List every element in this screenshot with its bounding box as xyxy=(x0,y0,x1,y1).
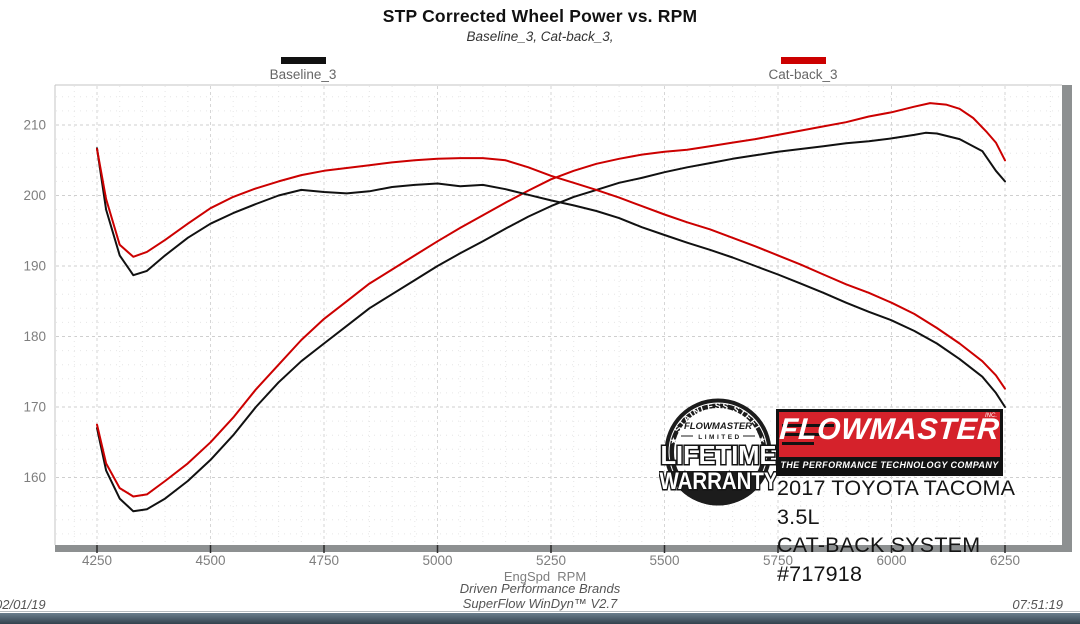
chart-subtitle: Baseline_3, Cat-back_3, xyxy=(466,29,614,44)
warranty-badge: ★ STAINLESS STEEL ★ FLOWMASTER LIMITED L… xyxy=(659,398,779,506)
plot-border-right-bar xyxy=(1062,85,1072,552)
footer-hairline xyxy=(0,611,1080,612)
footer-brand-line: Driven Performance Brands xyxy=(459,581,621,596)
series-line-cat-back_3-falling-upper xyxy=(96,148,1006,390)
logo-tagline: THE PERFORMANCE TECHNOLOGY COMPANY xyxy=(779,457,1000,473)
vehicle-line-1: 2017 TOYOTA TACOMA 3.5L xyxy=(777,476,1015,529)
footer-time: 07:51:19 xyxy=(1012,597,1063,612)
badge-limited-text: LIMITED xyxy=(698,434,742,441)
y-tick-label: 190 xyxy=(23,259,46,274)
flowmaster-logo: INC. FLOWMASTER THE PERFORMANCE TECHNOLO… xyxy=(776,409,1003,476)
legend-item-baseline: Baseline_3 xyxy=(258,57,348,82)
y-tick-label: 180 xyxy=(23,329,46,344)
vehicle-line-2: CAT-BACK SYSTEM #717918 xyxy=(777,533,981,586)
x-tick-label: 4250 xyxy=(82,553,112,568)
y-tick-label: 160 xyxy=(23,470,46,485)
badge-warranty-text: WARRANTY xyxy=(660,468,778,495)
x-axis-label: EngSpd RPM xyxy=(503,569,587,584)
y-tick-label: 200 xyxy=(23,188,46,203)
chart-title: STP Corrected Wheel Power vs. RPM xyxy=(382,6,698,26)
legend-swatch-baseline xyxy=(280,57,326,64)
x-axis-bar xyxy=(55,545,1072,552)
x-tick-label: 5250 xyxy=(536,553,566,568)
logo-speed-stripe xyxy=(782,424,834,427)
x-tick-label: 5750 xyxy=(763,553,793,568)
legend-item-catback: Cat-back_3 xyxy=(758,57,848,82)
legend-swatch-catback xyxy=(780,57,826,64)
x-tick-label: 5000 xyxy=(422,553,452,568)
footer-date: 02/01/19 xyxy=(0,597,46,612)
footer-bar xyxy=(0,613,1080,624)
badge-lifetime-text: LIFETIME xyxy=(661,440,777,470)
logo-brand-text: FLOWMASTER xyxy=(778,413,1001,446)
badge-flowmaster-text: FLOWMASTER xyxy=(684,421,752,432)
legend-label-catback: Cat-back_3 xyxy=(768,67,838,82)
x-tick-label: 4500 xyxy=(195,553,225,568)
vehicle-info: 2017 TOYOTA TACOMA 3.5L CAT-BACK SYSTEM … xyxy=(777,474,1027,588)
logo-inc-text: INC. xyxy=(985,413,997,419)
x-tick-label: 5500 xyxy=(649,553,679,568)
series-line-baseline_3-rising-power xyxy=(96,131,1006,513)
legend-label-baseline: Baseline_3 xyxy=(269,67,337,82)
series-line-cat-back_3-rising-power xyxy=(96,102,1006,498)
badge-bottom-fill xyxy=(667,471,769,506)
logo-speed-stripe xyxy=(782,433,824,436)
y-tick-label: 210 xyxy=(23,118,46,133)
footer-center: Driven Performance Brands SuperFlow WinD… xyxy=(0,581,1080,611)
x-tick-label: 6250 xyxy=(990,553,1020,568)
x-tick-label: 4750 xyxy=(309,553,339,568)
y-tick-label: 170 xyxy=(23,400,46,415)
series-line-baseline_3-falling-upper xyxy=(96,147,1006,408)
logo-speed-stripe xyxy=(782,442,814,445)
x-tick-label: 6000 xyxy=(876,553,906,568)
footer-software-line: SuperFlow WinDyn™ V2.7 xyxy=(462,595,618,611)
